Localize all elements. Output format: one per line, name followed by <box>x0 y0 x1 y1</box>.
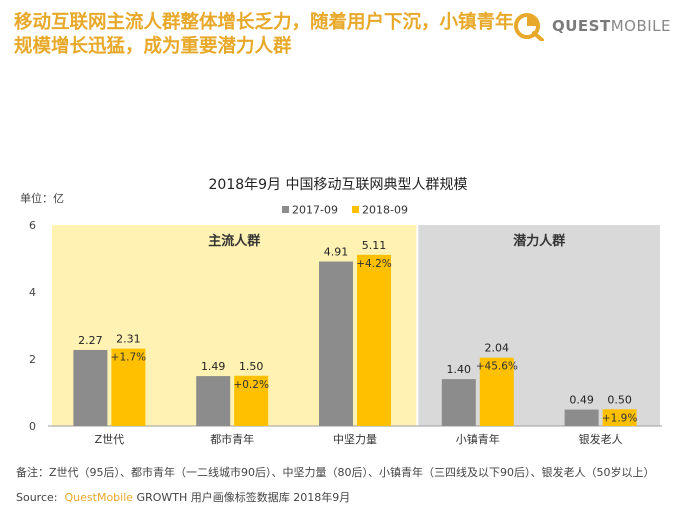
bar-0-0 <box>73 349 108 426</box>
x-tick-label-2: 中坚力量 <box>333 433 377 446</box>
legend-swatch-0 <box>282 206 289 213</box>
y-tick-label-2: 4 <box>29 286 36 299</box>
bar-1-3 <box>479 357 514 426</box>
growth-label-2: +4.2% <box>356 258 391 270</box>
bar-1-2 <box>357 254 391 426</box>
headline: 移动互联网主流人群整体增长乏力，随着用户下沉，小镇青年规模增长迅猛，成为重要潜力… <box>14 12 514 57</box>
source-rest: GROWTH 用户画像标签数据库 2018年9月 <box>133 491 351 504</box>
bar-value-label-0-1: 1.49 <box>201 360 226 373</box>
legend-label-0: 2017-09 <box>292 204 338 217</box>
growth-label-1: +0.2% <box>233 379 268 391</box>
chart-title: 2018年9月 中国移动互联网典型人群规模 <box>209 177 468 193</box>
x-tick-label-1: 都市青年 <box>210 432 254 446</box>
logo-text: QUESTMOBILE <box>552 17 671 35</box>
y-tick-label-1: 2 <box>29 353 36 366</box>
group-label-1: 潜力人群 <box>513 233 565 249</box>
bar-1-0 <box>111 348 146 426</box>
source-prefix: Source: <box>16 491 58 504</box>
chart: 2018年9月 中国移动互联网典型人群规模单位：亿 2017-09 2018-09 主… <box>0 165 677 465</box>
bar-0-4 <box>564 409 599 426</box>
bar-value-label-0-2: 4.91 <box>324 246 349 259</box>
y-tick-label-3: 6 <box>29 219 36 232</box>
questmobile-logo: QUESTMOBILE <box>512 11 671 42</box>
legend-swatch-1 <box>352 206 359 213</box>
logo-brand-strong: QUEST <box>552 17 611 35</box>
bar-value-label-1-3: 2.04 <box>485 342 510 355</box>
x-tick-label-4: 银发老人 <box>579 432 623 446</box>
source-brand-light: Mobile <box>96 491 134 504</box>
source-brand: QuestMobile <box>65 491 134 504</box>
group-label-0: 主流人群 <box>208 233 260 249</box>
bar-0-2 <box>319 261 353 426</box>
bar-0-1 <box>196 376 231 426</box>
source-brand-strong: Quest <box>64 491 97 504</box>
bar-value-label-1-2: 5.11 <box>362 239 387 252</box>
bar-value-label-0-4: 0.49 <box>569 394 594 407</box>
growth-label-3: +45.6% <box>476 361 518 373</box>
bar-value-label-1-1: 1.50 <box>239 360 264 373</box>
y-unit-label: 单位：亿 <box>20 191 64 205</box>
growth-label-0: +1.7% <box>111 352 146 364</box>
bar-0-3 <box>441 379 476 426</box>
legend-label-1: 2018-09 <box>362 204 408 217</box>
growth-label-4: +1.9% <box>602 412 637 424</box>
source-line: Source: QuestMobile GROWTH 用户画像标签数据库 201… <box>16 489 350 505</box>
x-tick-label-0: Z世代 <box>95 433 125 446</box>
bar-value-label-0-3: 1.40 <box>447 363 472 376</box>
y-tick-label-0: 0 <box>29 420 36 433</box>
bar-value-label-1-4: 0.50 <box>607 393 632 406</box>
bar-value-label-1-0: 2.31 <box>116 333 141 346</box>
logo-brand-light: MOBILE <box>610 17 672 35</box>
bar-1-4 <box>602 409 637 426</box>
x-tick-label-3: 小镇青年 <box>456 432 500 446</box>
bar-1-1 <box>234 375 269 426</box>
footnote: 备注：Z世代（95后）、都市青年（一二线城市90后）、中坚力量（80后）、小镇青… <box>16 466 655 479</box>
bar-value-label-0-0: 2.27 <box>78 334 103 347</box>
questmobile-logo-icon <box>514 13 544 42</box>
